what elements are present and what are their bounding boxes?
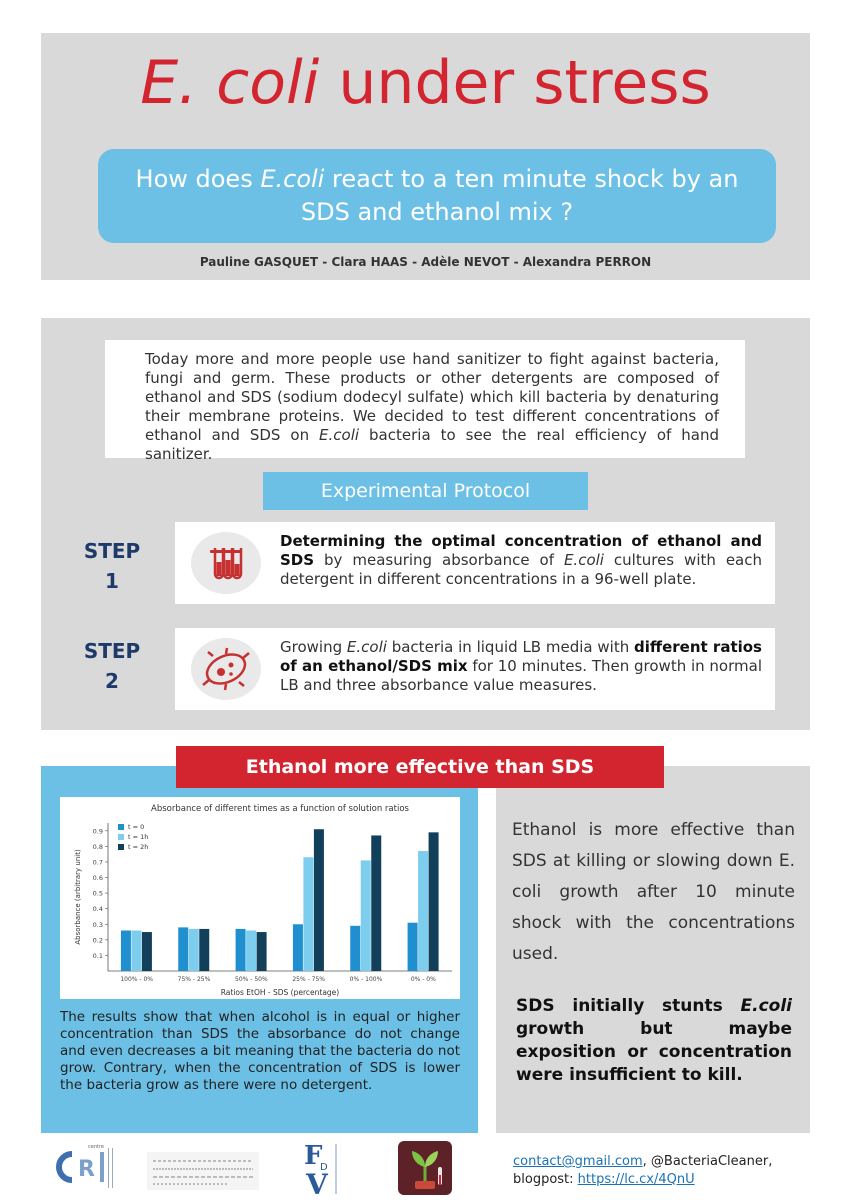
research-question: How does E.coli react to a ten minute sh… [98,149,776,243]
legend-label: t = 2h [128,843,148,851]
bar [407,922,418,971]
email-link[interactable]: contact@gmail.com [513,1154,643,1169]
cri-logo: R centre [48,1140,130,1196]
svg-text:V: V [305,1168,329,1198]
y-tick-label: 0.2 [93,936,103,944]
y-tick-label: 0.9 [93,827,103,835]
y-tick-label: 0.7 [93,858,103,866]
bar [360,860,371,971]
intro-panel: Today more and more people use hand sani… [41,318,810,730]
y-tick-label: 0.1 [93,952,103,960]
bar [292,924,303,971]
test-tubes-icon [191,532,261,594]
x-tick-label: 25% - 75% [292,976,325,983]
bacterium-icon [191,638,261,700]
x-tick-label: 50% - 50% [235,976,268,983]
svg-text:centre: centre [88,1144,104,1150]
project-logo [398,1141,452,1195]
step-2-text: Growing E.coli bacteria in liquid LB med… [280,638,762,694]
bar [313,829,324,971]
results-right-panel [496,766,810,1133]
results-description: The results show that when alcohol is in… [60,1009,460,1093]
bar [350,925,361,971]
absorbance-chart: Absorbance of different times as a funct… [60,797,460,999]
x-tick-label: 0% - 100% [350,976,383,983]
y-axis-label: Absorbance (arbitrary unit) [74,849,82,945]
y-tick-label: 0.8 [93,843,103,851]
bar [428,832,439,971]
legend-swatch [118,844,124,850]
y-tick-label: 0.4 [93,905,103,913]
intro-text: Today more and more people use hand sani… [105,340,745,463]
step-1-box: Determining the optimal concentration of… [175,522,775,604]
protocol-title: Experimental Protocol [263,472,588,510]
y-tick-label: 0.3 [93,921,103,929]
bar [120,930,131,971]
x-tick-label: 100% - 0% [120,976,153,983]
contact-info: contact@gmail.com, @BacteriaCleaner, blo… [513,1154,773,1187]
x-axis-label: Ratios EtOH - SDS (percentage) [221,988,340,997]
svg-text:R: R [78,1157,95,1182]
legend-label: t = 0 [128,823,144,831]
poster-title: E. coli under stress [140,48,711,118]
legend-swatch [118,824,124,830]
y-tick-label: 0.5 [93,890,103,898]
step-1-label: STEP 1 [83,539,141,593]
legend-label: t = 1h [128,833,148,841]
bar [199,928,210,971]
bar [141,932,152,971]
authors: Pauline GASQUET - Clara HAAS - Adèle NEV… [199,255,652,269]
bar [246,930,257,971]
results-title: Ethanol more effective than SDS [176,746,664,788]
chart-title: Absorbance of different times as a funct… [151,804,409,814]
blogpost-link[interactable]: https://lc.cx/4QnU [577,1172,695,1187]
svg-text:F: F [304,1141,323,1171]
bar [418,851,429,971]
bar [303,857,314,971]
svg-text:D: D [320,1162,328,1173]
bar [256,932,267,971]
sds-conclusion: SDS initially stunts E.coli growth but m… [516,996,792,1085]
university-logo [147,1152,259,1190]
step-2-box: Growing E.coli bacteria in liquid LB med… [175,628,775,710]
fdv-logo: F D V [300,1138,344,1201]
step-2-label: STEP 2 [83,639,141,693]
step-1-text: Determining the optimal concentration of… [280,532,763,588]
y-tick-label: 0.6 [93,874,103,882]
x-tick-label: 0% - 0% [411,976,436,983]
legend-swatch [118,834,124,840]
bar [235,928,246,971]
x-tick-label: 75% - 25% [178,976,211,983]
ethanol-conclusion: Ethanol is more effective than SDS at ki… [512,820,795,964]
bar [188,928,199,971]
header-panel: E. coli under stress How does E.coli rea… [41,33,810,280]
bar [131,930,142,971]
bar [371,835,382,971]
chart-svg: Absorbance of different times as a funct… [74,804,452,997]
bar [178,927,189,971]
